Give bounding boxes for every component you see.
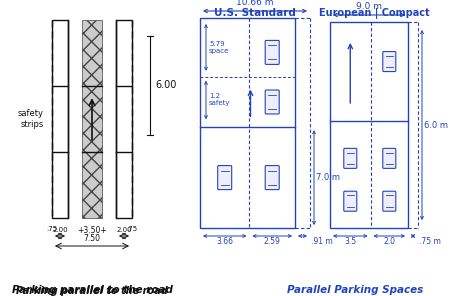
Text: 6.00: 6.00 [155, 80, 176, 90]
Text: .75: .75 [127, 226, 137, 232]
Bar [116, 20, 132, 218]
FancyBboxPatch shape [265, 165, 279, 190]
Bar [52, 20, 68, 218]
Text: 1.2
safety: 1.2 safety [209, 92, 230, 105]
Text: 2.59: 2.59 [264, 237, 281, 246]
Text: 2.00: 2.00 [116, 227, 132, 233]
FancyBboxPatch shape [344, 191, 357, 211]
Text: Parking parallel to the road: Parking parallel to the road [16, 286, 168, 296]
Text: .75: .75 [46, 226, 57, 232]
Text: Parking parallel to the road: Parking parallel to the road [11, 285, 173, 295]
Bar [200, 18, 295, 228]
Text: European | Compact: European | Compact [319, 8, 429, 19]
FancyBboxPatch shape [383, 191, 396, 211]
Bar [82, 20, 102, 218]
Text: safety
strips: safety strips [18, 109, 44, 129]
Text: 6.0 m: 6.0 m [424, 120, 448, 130]
FancyBboxPatch shape [265, 90, 279, 114]
Text: 2.00: 2.00 [52, 227, 68, 233]
FancyBboxPatch shape [265, 40, 279, 65]
FancyBboxPatch shape [344, 148, 357, 168]
Text: 10.66 m: 10.66 m [236, 0, 274, 7]
Text: 7.0 m: 7.0 m [316, 173, 340, 182]
Text: .91 m: .91 m [311, 237, 333, 246]
FancyBboxPatch shape [218, 165, 232, 190]
Text: Parallel Parking Spaces: Parallel Parking Spaces [287, 285, 423, 295]
Text: 9.0 m: 9.0 m [356, 2, 382, 11]
Text: +3.50+: +3.50+ [77, 226, 107, 235]
Text: 3.66: 3.66 [216, 237, 233, 246]
FancyBboxPatch shape [383, 52, 396, 72]
Text: 5.79
space: 5.79 space [209, 41, 229, 54]
Text: .75 m: .75 m [419, 237, 441, 246]
Text: 2.0: 2.0 [383, 237, 395, 246]
Text: 7.50: 7.50 [83, 234, 100, 243]
Text: U.S. Standard: U.S. Standard [214, 8, 296, 18]
Bar [330, 22, 408, 228]
FancyBboxPatch shape [383, 148, 396, 168]
Text: 3.5: 3.5 [344, 237, 356, 246]
